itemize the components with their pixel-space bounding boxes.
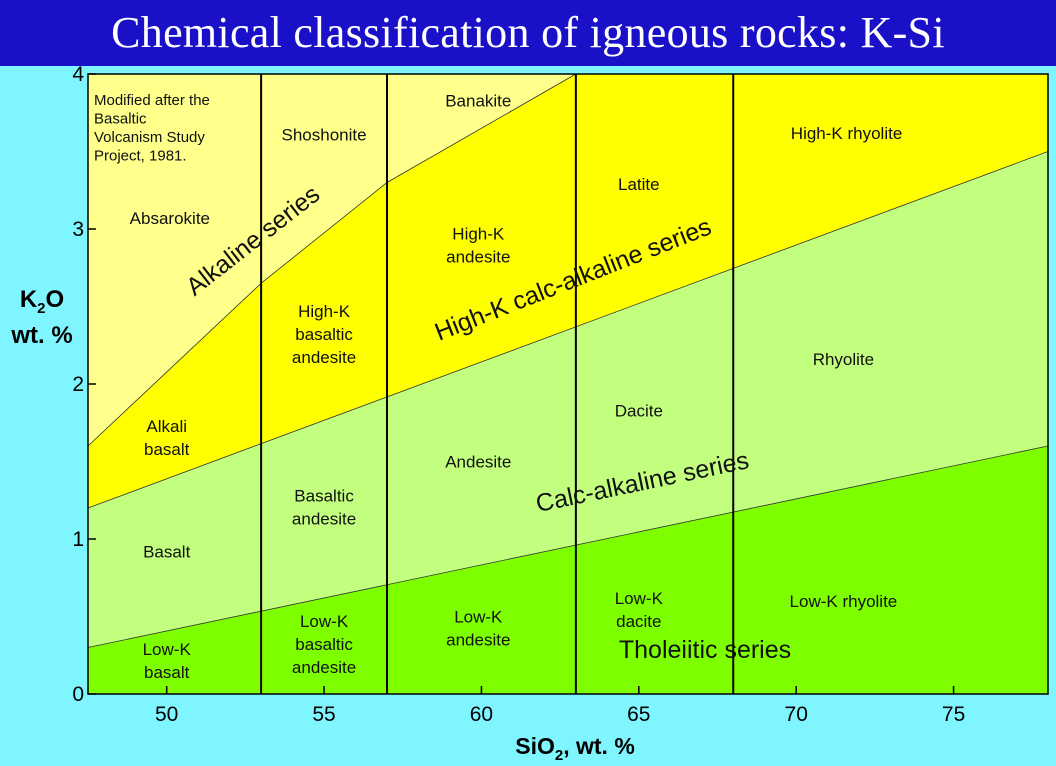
field-label-lk-andesite: Low-K andesite xyxy=(446,608,510,650)
field-label-alkali-basalt: Alkali basalt xyxy=(144,417,190,459)
field-label-basaltic-andesite: Basaltic andesite xyxy=(292,487,356,529)
high-k-region xyxy=(88,74,1048,508)
field-label-rhyolite: Rhyolite xyxy=(813,350,874,369)
source-note: Modified after the Basaltic Volcanism Stud… xyxy=(94,92,210,165)
field-label-basalt: Basalt xyxy=(143,542,191,561)
field-label-hk-andesite: High-K andesite xyxy=(446,225,510,267)
y-tick-label: 3 xyxy=(72,218,84,241)
low-k-region xyxy=(88,446,1048,694)
field-label-latite: Latite xyxy=(618,175,660,194)
field-label-banakite: Banakite xyxy=(445,91,511,110)
field-label-dacite: Dacite xyxy=(615,401,663,420)
field-label-hk-rhyolite: High-K rhyolite xyxy=(791,124,903,143)
shoshonite-boundary-line xyxy=(87,73,577,447)
field-label-lk-rhyolite: Low-K rhyolite xyxy=(790,592,898,611)
field-label-andesite: Andesite xyxy=(445,453,511,472)
y-tick-label: 0 xyxy=(72,683,84,706)
field-label-low-k-basalt: Low-K basalt xyxy=(143,640,192,682)
x-axis-label: SiO2, wt. % xyxy=(515,733,635,764)
field-label-hk-basaltic-andesite: High-K basaltic andesite xyxy=(292,302,356,367)
x-tick-label: 50 xyxy=(155,703,178,726)
y-tick-label: 1 xyxy=(72,528,84,551)
field-label-shoshonite: Shoshonite xyxy=(282,125,367,144)
x-tick-label: 60 xyxy=(470,703,493,726)
low-k-boundary-line xyxy=(87,445,1049,648)
title-bar: Chemical classification of igneous rocks… xyxy=(0,0,1056,66)
y-axis-label: K2O xyxy=(20,286,64,317)
tholeiitic-series-label: Tholeiitic series xyxy=(619,636,791,664)
y-tick-label: 4 xyxy=(72,63,84,86)
high-k-boundary-line xyxy=(87,151,1049,509)
y-axis-unit-label: wt. % xyxy=(10,322,72,349)
x-tick-label: 55 xyxy=(312,703,335,726)
y-tick-label: 2 xyxy=(72,373,84,396)
field-label-lk-dacite: Low-K dacite xyxy=(615,589,664,631)
x-tick-label: 70 xyxy=(785,703,808,726)
x-tick-label: 75 xyxy=(942,703,965,726)
page-title: Chemical classification of igneous rocks… xyxy=(111,8,945,57)
x-tick-label: 65 xyxy=(627,703,650,726)
field-label-absarokite: Absarokite xyxy=(130,209,210,228)
calc-alkaline-region xyxy=(88,151,1048,648)
field-label-lk-basaltic-andesite: Low-K basaltic andesite xyxy=(292,612,356,677)
